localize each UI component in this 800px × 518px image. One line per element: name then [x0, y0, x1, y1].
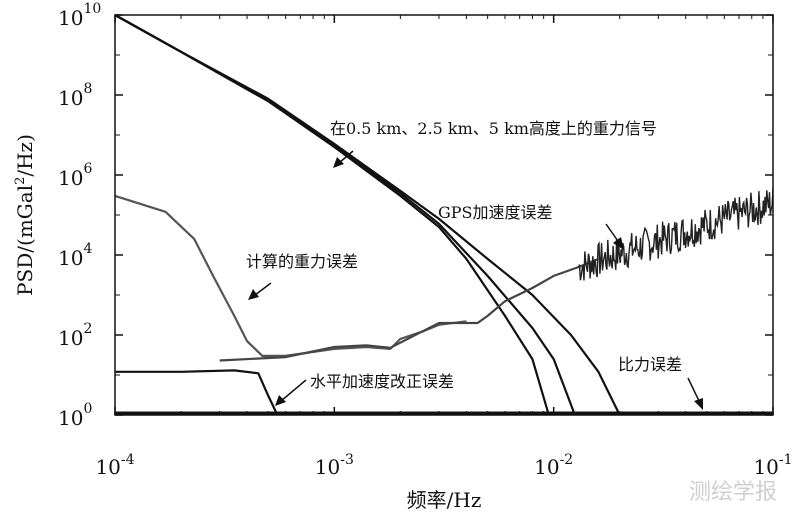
arrow-gps-accel-error	[605, 223, 624, 250]
series-line-gravity_5km	[114, 14, 621, 416]
x-tick-label: 10-1	[753, 452, 792, 479]
y-tick-label: 108	[58, 81, 92, 110]
y-tick-label: 104	[58, 241, 92, 270]
series-line-horizontal_accel_error	[115, 369, 279, 416]
x-tick-label: 10-3	[315, 452, 354, 479]
annotation-gravity-signal: 在0.5 km、2.5 km、5 km高度上的重力信号	[330, 119, 657, 138]
annotation-horizontal-accel-error: 水平加速度改正误差	[310, 372, 454, 391]
y-axis-label-suffix: /Hz)	[13, 134, 37, 177]
y-axis-label-sup: 2	[13, 177, 28, 185]
x-tick-label: 10-4	[95, 452, 134, 479]
y-tick-label: 102	[58, 321, 92, 350]
series-line-gps_accel_error_rise	[219, 257, 599, 362]
y-tick-label: 106	[58, 161, 92, 190]
arrow-specific-force-error	[687, 377, 703, 410]
y-axis-label: PSD/(mGal2/Hz)	[13, 134, 37, 296]
axis-ticks: 10-4 10-3 10-2 10-1 100 102 104 106 108 1010	[58, 1, 793, 479]
series-line-gps_accel_error_noise	[578, 188, 774, 281]
watermark: 测绘学报	[689, 480, 777, 505]
arrow-gravity-signal	[333, 150, 354, 168]
y-tick-label: 1010	[58, 1, 101, 30]
arrow-horizontal-accel-error	[275, 379, 307, 406]
x-axis-label: 频率/Hz	[407, 488, 482, 512]
series-line-computed_gravity_error	[114, 194, 467, 357]
annotation-gps-accel-error: GPS加速度误差	[438, 203, 553, 222]
y-tick-label: 100	[58, 401, 92, 430]
arrow-computed-gravity-error	[248, 282, 272, 300]
y-axis-label-prefix: PSD/(mGal	[13, 185, 37, 296]
plot-area	[114, 14, 774, 416]
annotation-specific-force-error: 比力误差	[618, 355, 682, 374]
x-tick-label: 10-2	[534, 452, 573, 479]
annotation-computed-gravity-error: 计算的重力误差	[246, 252, 358, 271]
